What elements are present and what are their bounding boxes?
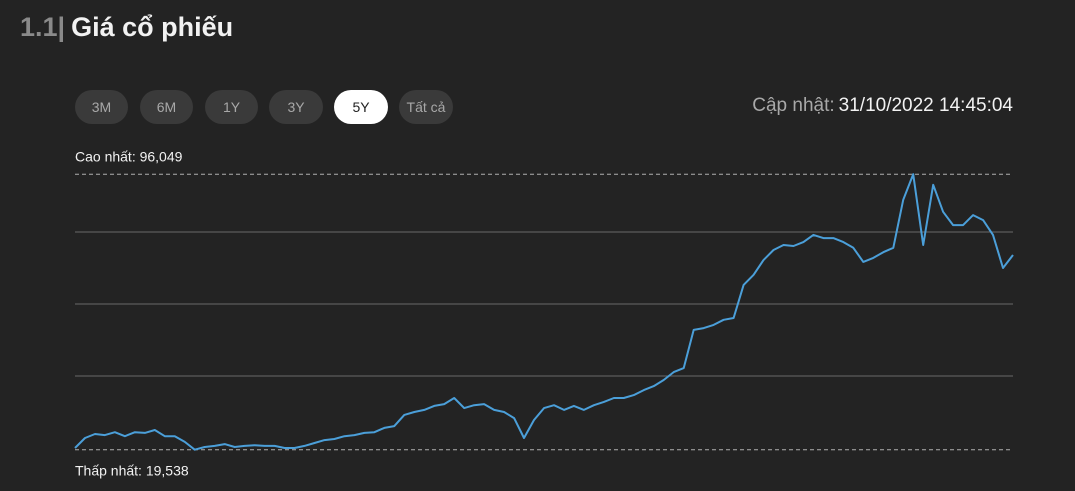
range-button[interactable]: 5Y xyxy=(334,90,388,124)
updated: Cập nhật: 31/10/2022 14:45:04 xyxy=(752,95,1013,117)
max-label: Cao nhất: 96,049 xyxy=(75,149,183,165)
updated-label: Cập nhật: xyxy=(752,95,835,116)
range-button[interactable]: 6M xyxy=(140,90,193,124)
range-button[interactable]: 3Y xyxy=(269,90,323,124)
range-button[interactable]: Tất cả xyxy=(399,90,453,124)
section-title: 1.1| Giá cổ phiếu xyxy=(20,12,233,43)
updated-value: 31/10/2022 14:45:04 xyxy=(838,95,1013,116)
section-number: 1.1| xyxy=(20,12,66,42)
range-button[interactable]: 1Y xyxy=(205,90,258,124)
price-line xyxy=(74,173,1014,451)
title: Giá cổ phiếu xyxy=(71,12,234,42)
range-button[interactable]: 3M xyxy=(75,90,128,124)
min-label: Thấp nhất: 19,538 xyxy=(75,463,189,479)
